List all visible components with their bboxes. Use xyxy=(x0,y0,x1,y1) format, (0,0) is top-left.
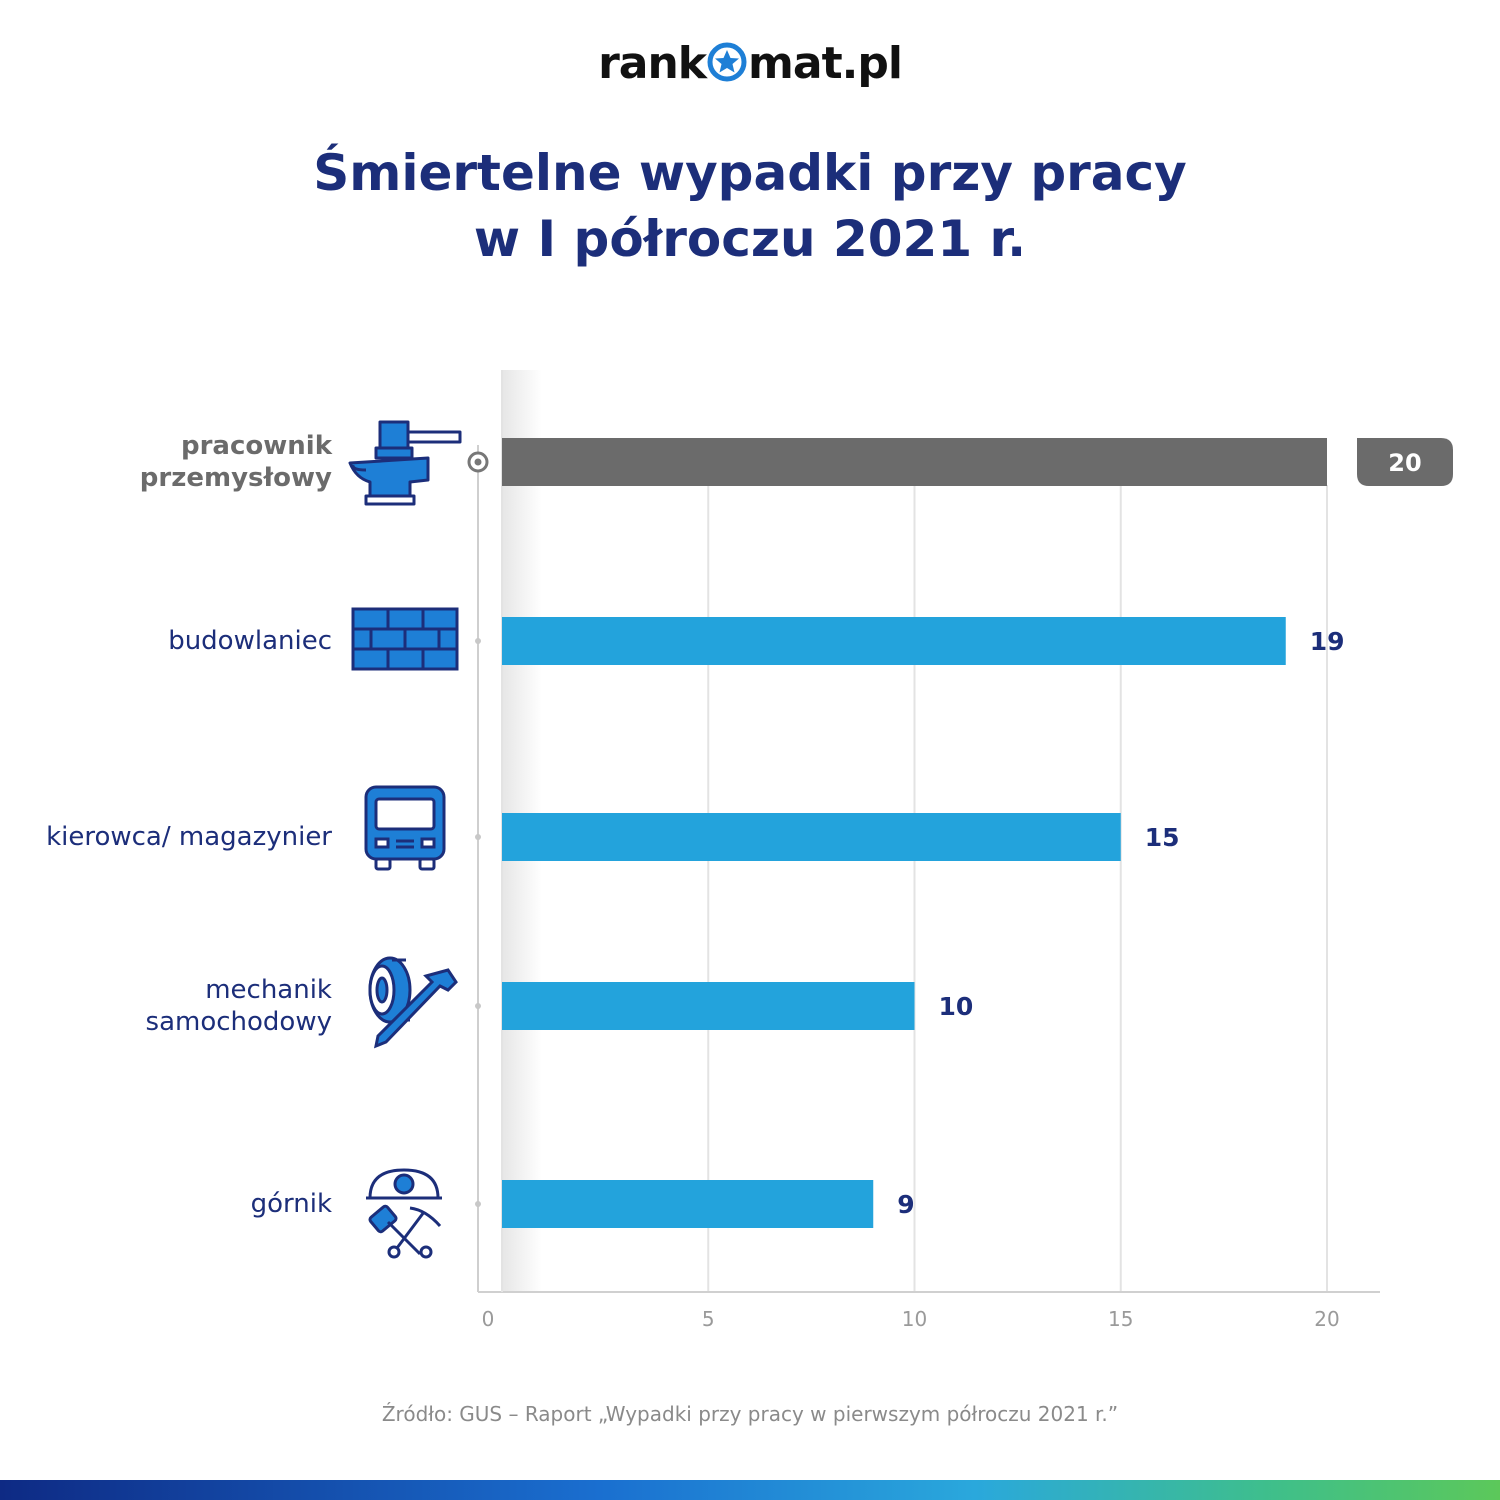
logo-text-start: rank xyxy=(598,38,707,89)
bar xyxy=(502,438,1327,486)
category-marker xyxy=(475,1003,481,1009)
footer-gradient-bar xyxy=(0,1480,1500,1500)
category-markers xyxy=(467,451,489,1207)
star-icon xyxy=(707,42,747,93)
value-badge xyxy=(1357,438,1453,486)
x-tick-label: 10 xyxy=(902,1307,927,1331)
chart-title: Śmiertelne wypadki przy pracy w I półroc… xyxy=(0,140,1500,272)
category-label: kierowca/ magazynier xyxy=(46,822,332,852)
chart-title-line-1: Śmiertelne wypadki przy pracy xyxy=(313,144,1187,202)
x-tick-labels: 0 5 10 15 20 xyxy=(482,1307,1340,1331)
value-label: 10 xyxy=(939,992,974,1021)
x-tick-label: 15 xyxy=(1108,1307,1133,1331)
active-marker-dot xyxy=(474,458,482,466)
value-label: 20 xyxy=(1388,449,1421,477)
category-label: górnik xyxy=(250,1189,332,1219)
value-label: 9 xyxy=(897,1190,914,1219)
grid-lines xyxy=(707,485,1328,1292)
bars xyxy=(502,438,1327,1228)
category-label: mechanik samochodowy xyxy=(145,975,332,1037)
bar xyxy=(502,1180,874,1228)
logo-text-end: mat.pl xyxy=(748,38,903,89)
miner-helmet-icon xyxy=(366,1168,442,1259)
category-label: pracownik przemysłowy xyxy=(139,431,332,493)
category-marker xyxy=(475,638,481,644)
bar xyxy=(502,982,915,1030)
x-tick-label: 20 xyxy=(1314,1307,1339,1331)
x-tick-label: 5 xyxy=(702,1307,715,1331)
bar xyxy=(502,617,1286,665)
value-labels: 20 19 15 10 9 xyxy=(897,438,1453,1219)
bar xyxy=(502,813,1121,861)
value-label: 19 xyxy=(1310,627,1345,656)
category-marker xyxy=(475,1201,481,1207)
truck-icon xyxy=(364,785,446,871)
category-label: budowlaniec xyxy=(168,626,332,656)
anvil-icon xyxy=(348,420,462,506)
tire-wrench-icon xyxy=(368,956,458,1049)
x-tick-label: 0 xyxy=(482,1307,495,1331)
value-label: 15 xyxy=(1145,823,1180,852)
chart-title-line-2: w I półroczu 2021 r. xyxy=(473,210,1027,268)
category-marker xyxy=(475,834,481,840)
brick-wall-icon xyxy=(351,607,459,671)
logo: rank mat.pl xyxy=(0,38,1500,93)
source-note: Źródło: GUS – Raport „Wypadki przy pracy… xyxy=(381,1402,1119,1426)
